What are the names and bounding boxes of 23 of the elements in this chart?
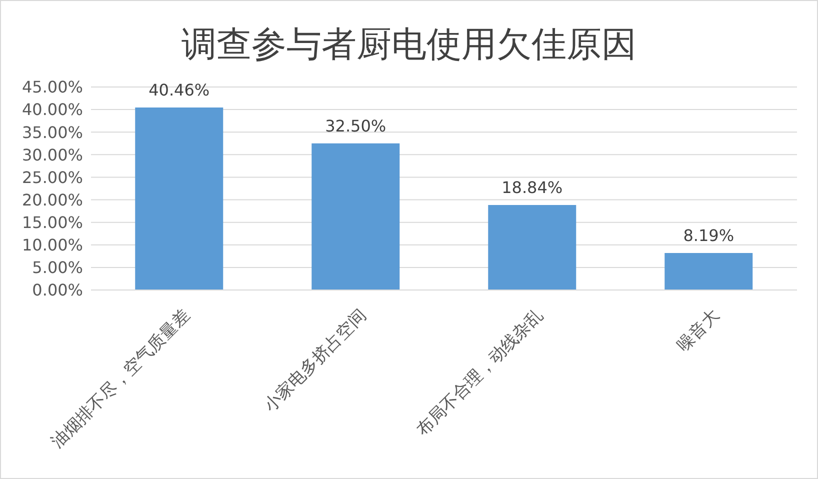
y-tick-label: 10.00% xyxy=(22,236,83,255)
y-tick-label: 45.00% xyxy=(22,78,83,97)
x-tick-label: 小家电多挤占空间 xyxy=(260,306,370,416)
bar xyxy=(664,253,753,290)
data-label: 8.19% xyxy=(683,226,734,246)
x-tick-label: 布局不合理，动线杂乱 xyxy=(412,306,547,440)
y-tick-label: 35.00% xyxy=(22,122,83,142)
x-tick-label: 噪音大 xyxy=(673,306,724,356)
bar xyxy=(312,143,400,290)
y-tick-label: 15.00% xyxy=(22,213,83,232)
x-tick-label: 油烟排不尽，空气质量差 xyxy=(48,306,194,452)
chart-title: 调查参与者厨电使用欠佳原因 xyxy=(180,24,638,67)
y-tick-label: 25.00% xyxy=(22,168,83,187)
y-tick-label: 0.00% xyxy=(32,280,83,300)
data-label: 40.46% xyxy=(148,80,210,100)
data-label: 32.50% xyxy=(325,116,386,136)
y-tick-label: 30.00% xyxy=(22,145,83,164)
bar xyxy=(488,205,576,290)
y-tick-label: 5.00% xyxy=(32,258,83,278)
data-label: 18.84% xyxy=(502,178,563,198)
y-tick-label: 40.00% xyxy=(22,100,83,120)
y-tick-label: 20.00% xyxy=(22,190,83,210)
bar xyxy=(135,107,224,290)
